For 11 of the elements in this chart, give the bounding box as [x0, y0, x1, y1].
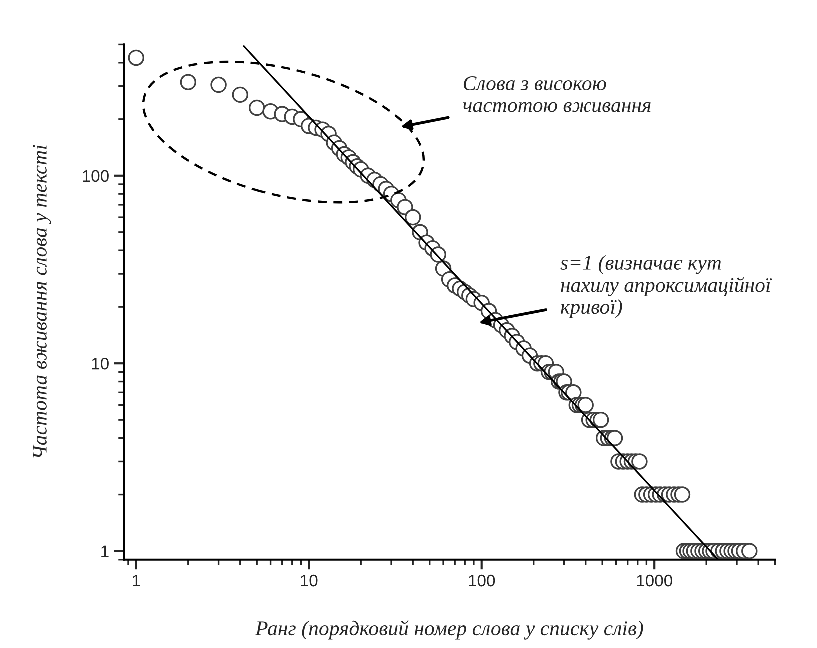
- y-axis-title: Частота вживання слова у тексті: [32, 145, 52, 458]
- x-tick-label: 100: [469, 574, 496, 587]
- y-tick-label: 100: [83, 170, 109, 182]
- annotation: Слова з високою частотою вживання: [463, 76, 651, 112]
- y-tick-label: 10: [92, 358, 109, 370]
- x-tick-label: 1: [133, 575, 140, 587]
- annotation: s=1 (визначає кут нахилу апроксимаційної кривої): [560, 255, 772, 318]
- y-tick-label: 1: [102, 546, 109, 558]
- x-tick-label: 10: [301, 574, 318, 587]
- x-axis-title: Ранг (порядковий номер слова у списку слів): [255, 620, 644, 640]
- x-tick-label: 1000: [637, 574, 672, 587]
